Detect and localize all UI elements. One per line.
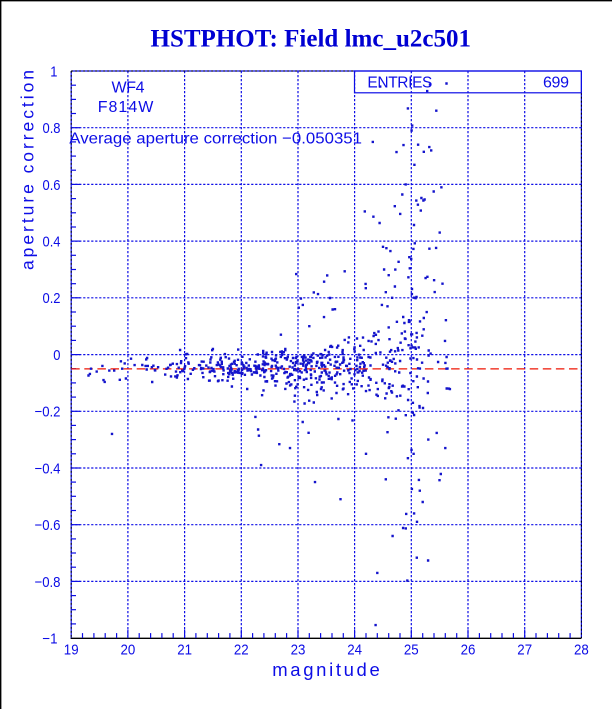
svg-text:HSTPHOT: Field lmc_u2c501: HSTPHOT: Field lmc_u2c501 xyxy=(151,26,472,53)
svg-text:magnitude: magnitude xyxy=(272,659,380,680)
svg-text:−1: −1 xyxy=(42,631,57,648)
svg-text:WF4: WF4 xyxy=(112,80,145,97)
svg-text:−0.8: −0.8 xyxy=(35,574,61,591)
svg-text:24: 24 xyxy=(347,641,362,658)
svg-text:−0.4: −0.4 xyxy=(35,460,61,477)
svg-text:21: 21 xyxy=(177,641,192,658)
svg-text:1: 1 xyxy=(50,63,57,80)
svg-text:699: 699 xyxy=(543,75,569,92)
svg-text:−0.2: −0.2 xyxy=(35,404,61,421)
svg-text:0.8: 0.8 xyxy=(43,120,61,137)
svg-text:F814W: F814W xyxy=(98,99,155,116)
svg-text:−0.6: −0.6 xyxy=(35,517,61,534)
svg-text:0.6: 0.6 xyxy=(43,177,61,194)
svg-text:25: 25 xyxy=(404,641,419,658)
svg-text:0: 0 xyxy=(53,347,60,364)
svg-text:22: 22 xyxy=(234,641,249,658)
svg-text:19: 19 xyxy=(64,641,79,658)
svg-text:aperture correction: aperture correction xyxy=(18,70,38,270)
svg-text:23: 23 xyxy=(291,641,306,658)
svg-text:Average aperture correction −0: Average aperture correction −0.050351 xyxy=(69,130,362,147)
svg-text:28: 28 xyxy=(574,641,589,658)
svg-text:0.2: 0.2 xyxy=(43,290,61,307)
svg-text:20: 20 xyxy=(121,641,136,658)
svg-text:26: 26 xyxy=(461,641,476,658)
svg-text:ENTRIES: ENTRIES xyxy=(367,75,432,92)
svg-text:0.4: 0.4 xyxy=(43,234,61,251)
svg-text:27: 27 xyxy=(517,641,532,658)
